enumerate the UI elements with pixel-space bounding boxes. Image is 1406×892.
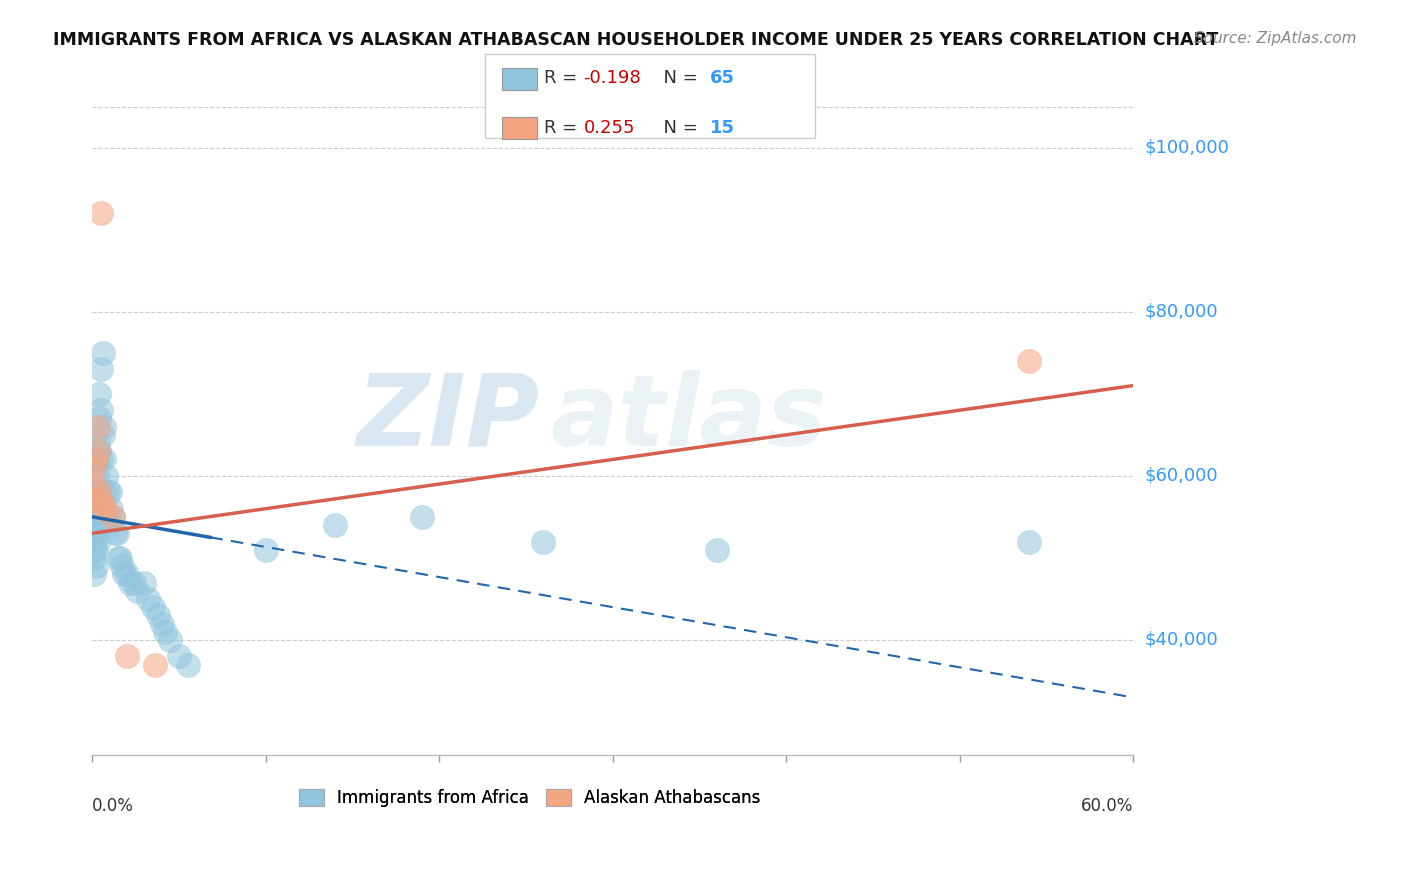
Point [93,485,115,500]
Point [86,419,108,434]
Point [159,632,181,647]
Point [150,616,173,631]
Text: $40,000: $40,000 [1144,631,1218,649]
Point [86,509,108,524]
Point [90,493,112,508]
Text: $100,000: $100,000 [1144,138,1229,157]
Text: 15: 15 [710,119,735,136]
Text: ZIP: ZIP [357,370,540,467]
Point [83,460,105,475]
Text: R =: R = [544,70,583,87]
Point [86,444,108,458]
Point [104,526,127,541]
Point [84,559,107,574]
Point [167,649,190,664]
Point [84,452,107,467]
Point [86,468,108,483]
Point [83,501,105,516]
Text: $80,000: $80,000 [1144,302,1218,321]
Text: 0.0%: 0.0% [93,797,134,814]
Point [115,649,138,664]
Point [86,534,108,549]
Point [112,567,135,582]
Point [83,534,105,549]
Point [108,550,131,565]
Point [177,657,200,672]
Point [142,600,165,615]
Point [90,362,112,376]
Point [134,575,156,590]
Point [83,526,105,541]
Point [86,436,108,450]
Point [120,575,142,590]
Point [86,485,108,500]
Point [83,542,105,557]
Point [83,550,105,565]
Point [136,591,159,606]
Point [148,608,170,623]
Point [91,345,114,359]
Point [83,477,105,491]
Point [96,501,118,516]
Point [254,542,277,557]
Point [90,403,112,417]
Text: R =: R = [544,119,583,136]
Point [98,485,121,500]
Point [323,518,346,533]
Point [101,509,124,524]
Point [84,526,107,541]
Point [533,534,555,549]
Point [84,493,107,508]
Point [100,501,122,516]
Point [89,386,111,401]
Point [411,509,433,524]
Point [96,509,118,524]
Point [91,427,114,442]
Point [83,518,105,533]
Point [105,526,128,541]
Point [89,411,111,425]
Point [93,419,115,434]
Point [84,485,107,500]
Text: N =: N = [652,119,704,136]
Point [84,452,107,467]
Point [93,452,115,467]
Point [97,485,120,500]
Point [107,550,129,565]
Point [143,657,166,672]
Point [127,583,149,598]
Point [90,452,112,467]
Point [84,509,107,524]
Text: -0.198: -0.198 [583,70,641,87]
Point [84,468,107,483]
Text: $60,000: $60,000 [1144,467,1218,485]
Point [1018,534,1040,549]
Point [98,518,121,533]
Text: 60.0%: 60.0% [1081,797,1133,814]
Text: Source: ZipAtlas.com: Source: ZipAtlas.com [1194,31,1357,46]
Point [101,509,124,524]
Point [96,468,118,483]
Point [86,452,108,467]
Point [89,485,111,500]
Point [89,485,111,500]
Point [83,567,105,582]
Point [1018,354,1040,368]
Text: 65: 65 [710,70,735,87]
Point [93,501,115,516]
Point [89,444,111,458]
Text: 0.255: 0.255 [583,119,636,136]
Point [84,501,107,516]
Point [90,206,112,220]
Text: N =: N = [652,70,704,87]
Point [706,542,728,557]
Legend: Immigrants from Africa, Alaskan Athabascans: Immigrants from Africa, Alaskan Athabasc… [292,782,768,814]
Point [111,559,134,574]
Text: IMMIGRANTS FROM AFRICA VS ALASKAN ATHABASCAN HOUSEHOLDER INCOME UNDER 25 YEARS C: IMMIGRANTS FROM AFRICA VS ALASKAN ATHABA… [53,31,1219,49]
Text: atlas: atlas [550,370,827,467]
Point [115,567,138,582]
Point [84,542,107,557]
Point [153,624,176,639]
Point [122,575,145,590]
